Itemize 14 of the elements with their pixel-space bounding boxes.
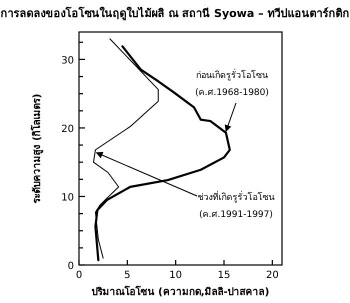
y-tick-label: 20 [61,124,74,135]
y-tick-label: 0 [68,261,74,272]
x-tick-label: 5 [124,270,131,281]
chart-title: การลดลงของโอโซนในฤดูใบไม้ผลิ ณ สถานี Syowa – ทวีปแอนตาร์กติก [0,6,350,21]
x-tick-label: 0 [76,270,82,281]
y-axis-title: ระดับความสูง (กิโลเมตร) [30,94,44,204]
y-tick-label: 10 [61,192,74,204]
y-tick-label: 30 [61,55,74,66]
annotation: ก่อนเกิดรูรั่วโอโซน (ค.ศ.1968-1980) [195,68,269,98]
x-tick-label: 20 [266,270,279,281]
x-tick-label: 10 [169,270,182,281]
annotation: ช่วงที่เกิดรูรั่วโอโซน (ค.ศ.1991-1997) [198,190,274,220]
x-tick-label: 15 [218,270,230,281]
x-axis-title: ปริมาณโอโซน (ความกด,มิลลิ-ปาสคาล) [92,285,270,298]
